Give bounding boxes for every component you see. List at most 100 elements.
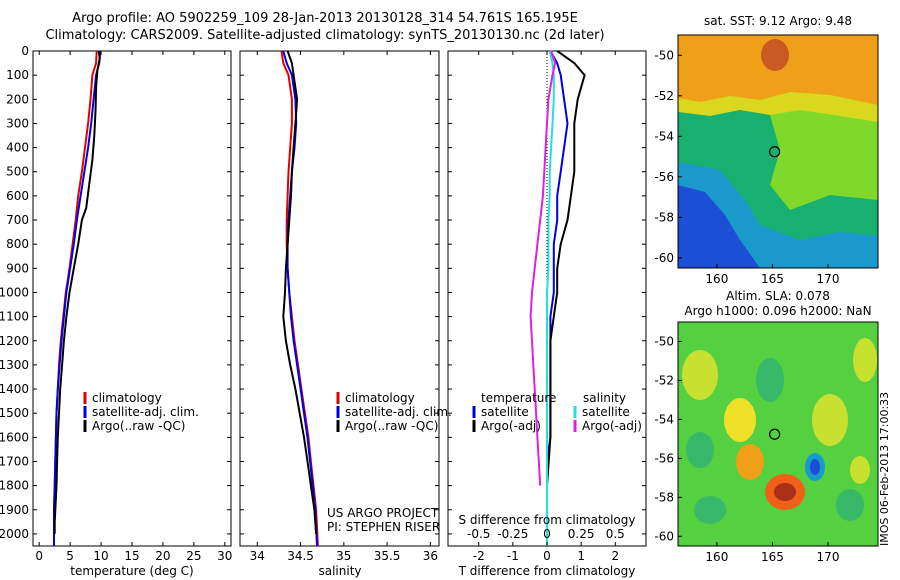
sla-blob bbox=[694, 496, 726, 524]
y-tick-label: 1300 bbox=[0, 358, 29, 372]
temperature-ticks: 0 5 10 15 20 25 300100200300400500600700800900… bbox=[0, 44, 232, 563]
legend-label-argo: Argo(..raw -QC) bbox=[345, 419, 438, 433]
map-y-tick-label: -58 bbox=[654, 490, 674, 504]
y-tick-label: 200 bbox=[6, 92, 29, 106]
sla-blob bbox=[810, 459, 820, 475]
y-tick-label: 900 bbox=[6, 261, 29, 275]
sst-transition-region bbox=[678, 92, 878, 122]
y-tick-label: 1900 bbox=[0, 503, 29, 517]
legend-label-s-argo: Argo(-adj) bbox=[582, 419, 642, 433]
y-tick-label: 500 bbox=[6, 165, 29, 179]
x-tick-label: 2 bbox=[611, 549, 619, 563]
series-line-climatology bbox=[280, 50, 319, 547]
sst-coldest-region bbox=[678, 185, 760, 268]
x-tick-label: 0 bbox=[543, 549, 551, 563]
y-tick-label: 600 bbox=[6, 189, 29, 203]
y-tick-label: 800 bbox=[6, 237, 29, 251]
map-y-tick-label: -50 bbox=[654, 334, 674, 348]
sla-map-frame bbox=[677, 321, 879, 547]
sla-field bbox=[678, 322, 878, 546]
y-tick-label: 100 bbox=[6, 68, 29, 82]
difference-xlabel: T difference from climatology bbox=[458, 564, 636, 578]
sla-map-ticks: 160 165 170 -50 -52 -54 -56 -58 -60 bbox=[654, 334, 839, 564]
sla-blob bbox=[736, 444, 764, 480]
map-y-tick-label: -52 bbox=[654, 373, 674, 387]
sla-map-title2: Argo h1000: 0.096 h2000: NaN bbox=[684, 304, 871, 318]
map-y-tick-label: -54 bbox=[654, 129, 674, 143]
y-tick-label: 1000 bbox=[0, 285, 29, 299]
credit-project: US ARGO PROJECT bbox=[327, 506, 439, 520]
salinity-legend: climatology satellite-adj. clim. Argo(..… bbox=[336, 391, 452, 433]
salinity-series bbox=[280, 50, 319, 547]
map-y-tick-label: -54 bbox=[654, 412, 674, 426]
series-line-argo-raw-qc- bbox=[282, 50, 318, 534]
y-tick-label: 1500 bbox=[0, 406, 29, 420]
x-tick-label: 5 bbox=[66, 549, 74, 563]
legend-label-satellite: satellite-adj. clim. bbox=[345, 405, 452, 419]
sst-map-ticks: 160 165 170 -50 -52 -54 -56 -58 -60 bbox=[654, 48, 839, 286]
sla-blob bbox=[853, 338, 877, 382]
y-tick-label: 400 bbox=[6, 141, 29, 155]
x-tick-label: 25 bbox=[186, 549, 201, 563]
legend-label-s-satellite: satellite bbox=[582, 405, 630, 419]
figure-title-line1: Argo profile: AO 5902259_109 28-Jan-2013… bbox=[72, 11, 578, 26]
y-tick-label: 1400 bbox=[0, 382, 29, 396]
series-line-temperature-argo-adj- bbox=[546, 50, 586, 534]
map-y-tick-label: -52 bbox=[654, 89, 674, 103]
x-tick-label: 15 bbox=[124, 549, 139, 563]
y-tick-label: 2000 bbox=[0, 527, 29, 541]
sst-hot-spot bbox=[761, 39, 789, 71]
difference-xlabel-top: S difference from climatology bbox=[459, 513, 636, 527]
temperature-legend: climatology satellite-adj. clim. Argo(..… bbox=[83, 391, 199, 433]
x-tick-label: 0 bbox=[35, 549, 43, 563]
series-line-satellite-adj-clim- bbox=[53, 50, 102, 546]
legend-title-salinity: salinity bbox=[583, 391, 626, 405]
map-x-tick-label: 160 bbox=[705, 272, 728, 286]
legend-label-t-argo: Argo(-adj) bbox=[481, 419, 541, 433]
credit-pi: PI: STEPHEN RISER bbox=[327, 520, 440, 534]
x-tick-label: 20 bbox=[155, 549, 170, 563]
legend-label-climatology: climatology bbox=[92, 391, 162, 405]
temperature-panel: 0 5 10 15 20 25 300100200300400500600700800900… bbox=[0, 44, 232, 578]
sla-map: Altim. SLA: 0.078 Argo h1000: 0.096 h200… bbox=[654, 289, 879, 564]
x-tick-label: 35 bbox=[336, 549, 351, 563]
sla-blob bbox=[682, 350, 718, 400]
sst-field bbox=[678, 35, 878, 268]
timestamp: IMOS 06-Feb-2013 17:00:33 bbox=[878, 391, 891, 546]
sla-blob bbox=[756, 358, 784, 402]
s-tick-label: -0.25 bbox=[497, 527, 528, 541]
x-tick-label: -2 bbox=[473, 549, 485, 563]
x-tick-label: 36 bbox=[423, 549, 438, 563]
x-tick-label: 10 bbox=[93, 549, 108, 563]
temperature-series bbox=[53, 50, 102, 546]
map-x-tick-label: 170 bbox=[817, 550, 840, 564]
map-y-tick-label: -60 bbox=[654, 251, 674, 265]
series-line-salinity-satellite bbox=[546, 50, 555, 546]
salinity-panel: 34 34.5 35 35.5 36 salinity climatology sate… bbox=[239, 50, 452, 578]
x-tick-label: 34 bbox=[250, 549, 265, 563]
y-tick-label: 1200 bbox=[0, 334, 29, 348]
difference-legend: temperature satellite Argo(-adj) salinit… bbox=[472, 391, 642, 433]
s-tick-label: -0.5 bbox=[467, 527, 490, 541]
series-line-salinity-argo-adj- bbox=[529, 50, 557, 486]
x-tick-label: 30 bbox=[217, 549, 232, 563]
sst-map: sat. SST: 9.12 Argo: 9.48 160 165 170 -50 -5… bbox=[654, 14, 879, 286]
y-tick-label: 700 bbox=[6, 213, 29, 227]
x-tick-label: 1 bbox=[577, 549, 585, 563]
sla-profile-marker bbox=[769, 428, 781, 440]
temperature-xlabel: temperature (deg C) bbox=[70, 564, 193, 578]
sla-blob bbox=[836, 489, 864, 521]
sla-blob bbox=[724, 398, 756, 442]
map-y-tick-label: -50 bbox=[654, 48, 674, 62]
x-tick-label: 35.5 bbox=[374, 549, 401, 563]
difference-panel: -2 -1 0 1 2 -0.5 -0.25 0 0.25 0.5 S difference fr… bbox=[447, 50, 647, 578]
y-tick-label: 0 bbox=[21, 44, 29, 58]
difference-series bbox=[529, 50, 586, 546]
y-tick-label: 1700 bbox=[0, 454, 29, 468]
map-x-tick-label: 165 bbox=[761, 272, 784, 286]
difference-ticks: -2 -1 0 1 2 -0.5 -0.25 0 0.25 0.5 bbox=[448, 50, 646, 563]
salinity-xlabel: salinity bbox=[318, 564, 361, 578]
s-tick-label: 0.25 bbox=[568, 527, 595, 541]
legend-label-argo: Argo(..raw -QC) bbox=[92, 419, 185, 433]
